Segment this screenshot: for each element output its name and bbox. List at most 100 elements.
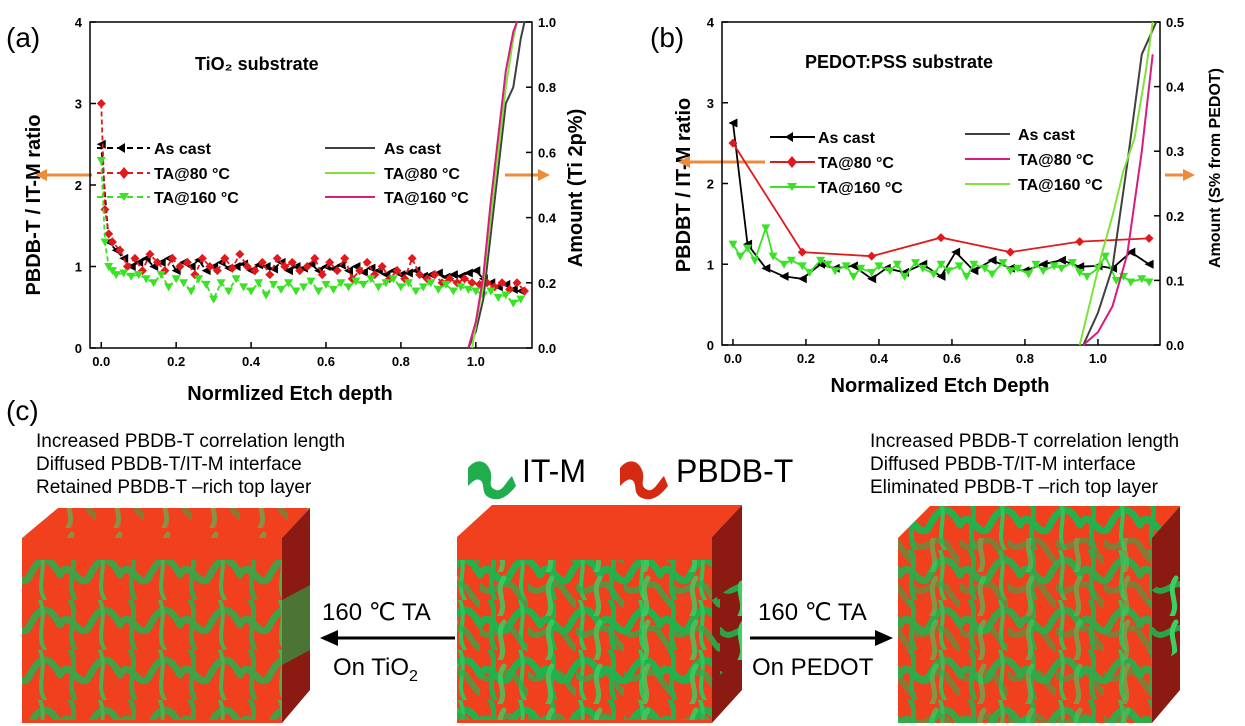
data-point xyxy=(388,275,398,284)
data-point xyxy=(96,157,106,166)
data-point xyxy=(728,240,738,249)
data-point xyxy=(1049,262,1059,271)
arrow-to-tio2: 160 ℃ TA On TiO2 xyxy=(320,599,455,685)
data-point xyxy=(797,274,807,284)
panel-label-b: (b) xyxy=(650,22,684,53)
data-point xyxy=(377,262,387,271)
data-point xyxy=(119,253,129,263)
data-point xyxy=(164,283,174,292)
data-point xyxy=(156,271,166,280)
data-point xyxy=(216,279,226,288)
chart-axes: 0.0 0.2 0.4 0.6 0.8 1.0 0 1 2 3 4 0.0 0.2 0.4 0.6 0.8 1.… xyxy=(75,15,557,369)
chart-a-xlabel: Normlized Etch depth xyxy=(187,383,393,405)
data-point xyxy=(145,249,155,259)
data-point xyxy=(355,266,365,276)
x-tick-label: 0.2 xyxy=(797,351,815,366)
y-left-tick-label: 0 xyxy=(75,341,82,356)
chart-b-xlabel: Normalized Etch Depth xyxy=(831,375,1050,397)
chart-b: PEDOT:PSS substrate PBDBT / IT-M ratio A… xyxy=(673,15,1224,397)
data-point xyxy=(167,253,177,263)
data-point xyxy=(761,263,771,273)
data-point xyxy=(867,268,877,277)
y-right-tick-label: 0.3 xyxy=(1166,144,1184,159)
data-point xyxy=(104,263,114,271)
arrow-right-bottom-label: On PEDOT xyxy=(752,654,874,681)
data-point xyxy=(261,291,271,300)
legend-marker-diamond xyxy=(119,167,129,179)
data-point xyxy=(122,262,132,271)
data-point xyxy=(295,266,305,276)
data-point xyxy=(111,271,121,280)
data-point xyxy=(456,283,466,292)
x-tick-label: 1.0 xyxy=(1089,351,1107,366)
data-point xyxy=(291,287,301,296)
legend-it-m-label: IT-M xyxy=(522,453,586,489)
series-line xyxy=(467,21,518,349)
data-point xyxy=(448,287,458,296)
chart-b-legend-right: As cast TA@80 °C TA@160 °C xyxy=(965,127,1103,194)
data-point xyxy=(980,264,990,273)
data-point xyxy=(100,204,110,214)
data-point xyxy=(750,256,760,265)
series-4 xyxy=(1082,54,1154,346)
y-right-tick-label: 0.2 xyxy=(538,276,556,291)
data-point xyxy=(910,259,920,268)
data-point xyxy=(415,270,425,280)
legend-pbdb-t-label: PBDB-T xyxy=(676,453,793,489)
data-point xyxy=(892,260,902,269)
right-description-line: Eliminated PBDB-T –rich top layer xyxy=(870,477,1158,498)
data-point xyxy=(343,283,353,292)
y-left-tick-label: 4 xyxy=(75,15,83,30)
data-point xyxy=(1005,247,1015,257)
data-point xyxy=(520,286,530,296)
data-point xyxy=(265,270,275,280)
data-point xyxy=(1075,237,1085,247)
data-point xyxy=(954,262,964,271)
x-tick-label: 0.8 xyxy=(1016,351,1034,366)
data-point xyxy=(313,287,323,296)
data-point xyxy=(306,277,316,286)
data-point xyxy=(962,272,972,281)
data-point xyxy=(1038,267,1048,276)
data-point xyxy=(918,264,928,273)
y-right-tick-label: 0.8 xyxy=(538,80,556,95)
series-3 xyxy=(467,21,526,349)
data-point xyxy=(1005,267,1015,276)
data-point xyxy=(1137,275,1147,284)
x-tick-label: 0.2 xyxy=(167,354,185,369)
data-point xyxy=(100,238,110,247)
data-point xyxy=(448,270,458,280)
data-point xyxy=(351,277,361,286)
data-point xyxy=(201,280,211,289)
data-point xyxy=(224,287,234,296)
chart-a-legend-left: As cast TA@80 °C TA@160 °C xyxy=(97,141,239,207)
data-point xyxy=(512,278,522,288)
left-description-line: Retained PBDB-T –rich top layer xyxy=(36,477,312,498)
data-point xyxy=(497,278,507,288)
x-tick-label: 0.6 xyxy=(317,354,335,369)
data-point xyxy=(987,270,997,279)
chart-b-legend-right-item-2: TA@80 °C xyxy=(1018,152,1094,169)
data-point xyxy=(516,295,526,304)
chart-a-ylabel-right: Amount (Ti 2p%) xyxy=(565,109,587,268)
y-right-tick-label: 0.5 xyxy=(1166,15,1184,30)
data-point xyxy=(287,257,297,267)
data-point xyxy=(104,229,114,239)
chart-b-legend-right-item-3: TA@160 °C xyxy=(1018,177,1103,194)
data-point xyxy=(1067,259,1077,268)
data-point xyxy=(786,256,796,265)
data-point xyxy=(768,252,778,261)
data-point xyxy=(1144,278,1154,287)
data-point xyxy=(403,279,413,288)
data-point xyxy=(471,266,481,276)
data-point xyxy=(299,283,309,292)
chart-b-axis-arrow-right xyxy=(1165,169,1195,181)
series-line xyxy=(467,21,526,349)
x-tick-label: 0.0 xyxy=(92,354,110,369)
x-tick-label: 0.0 xyxy=(724,351,742,366)
data-point xyxy=(936,233,946,243)
data-point xyxy=(186,287,196,296)
chart-b-axis-arrow-left xyxy=(678,156,765,168)
data-point xyxy=(848,272,858,281)
